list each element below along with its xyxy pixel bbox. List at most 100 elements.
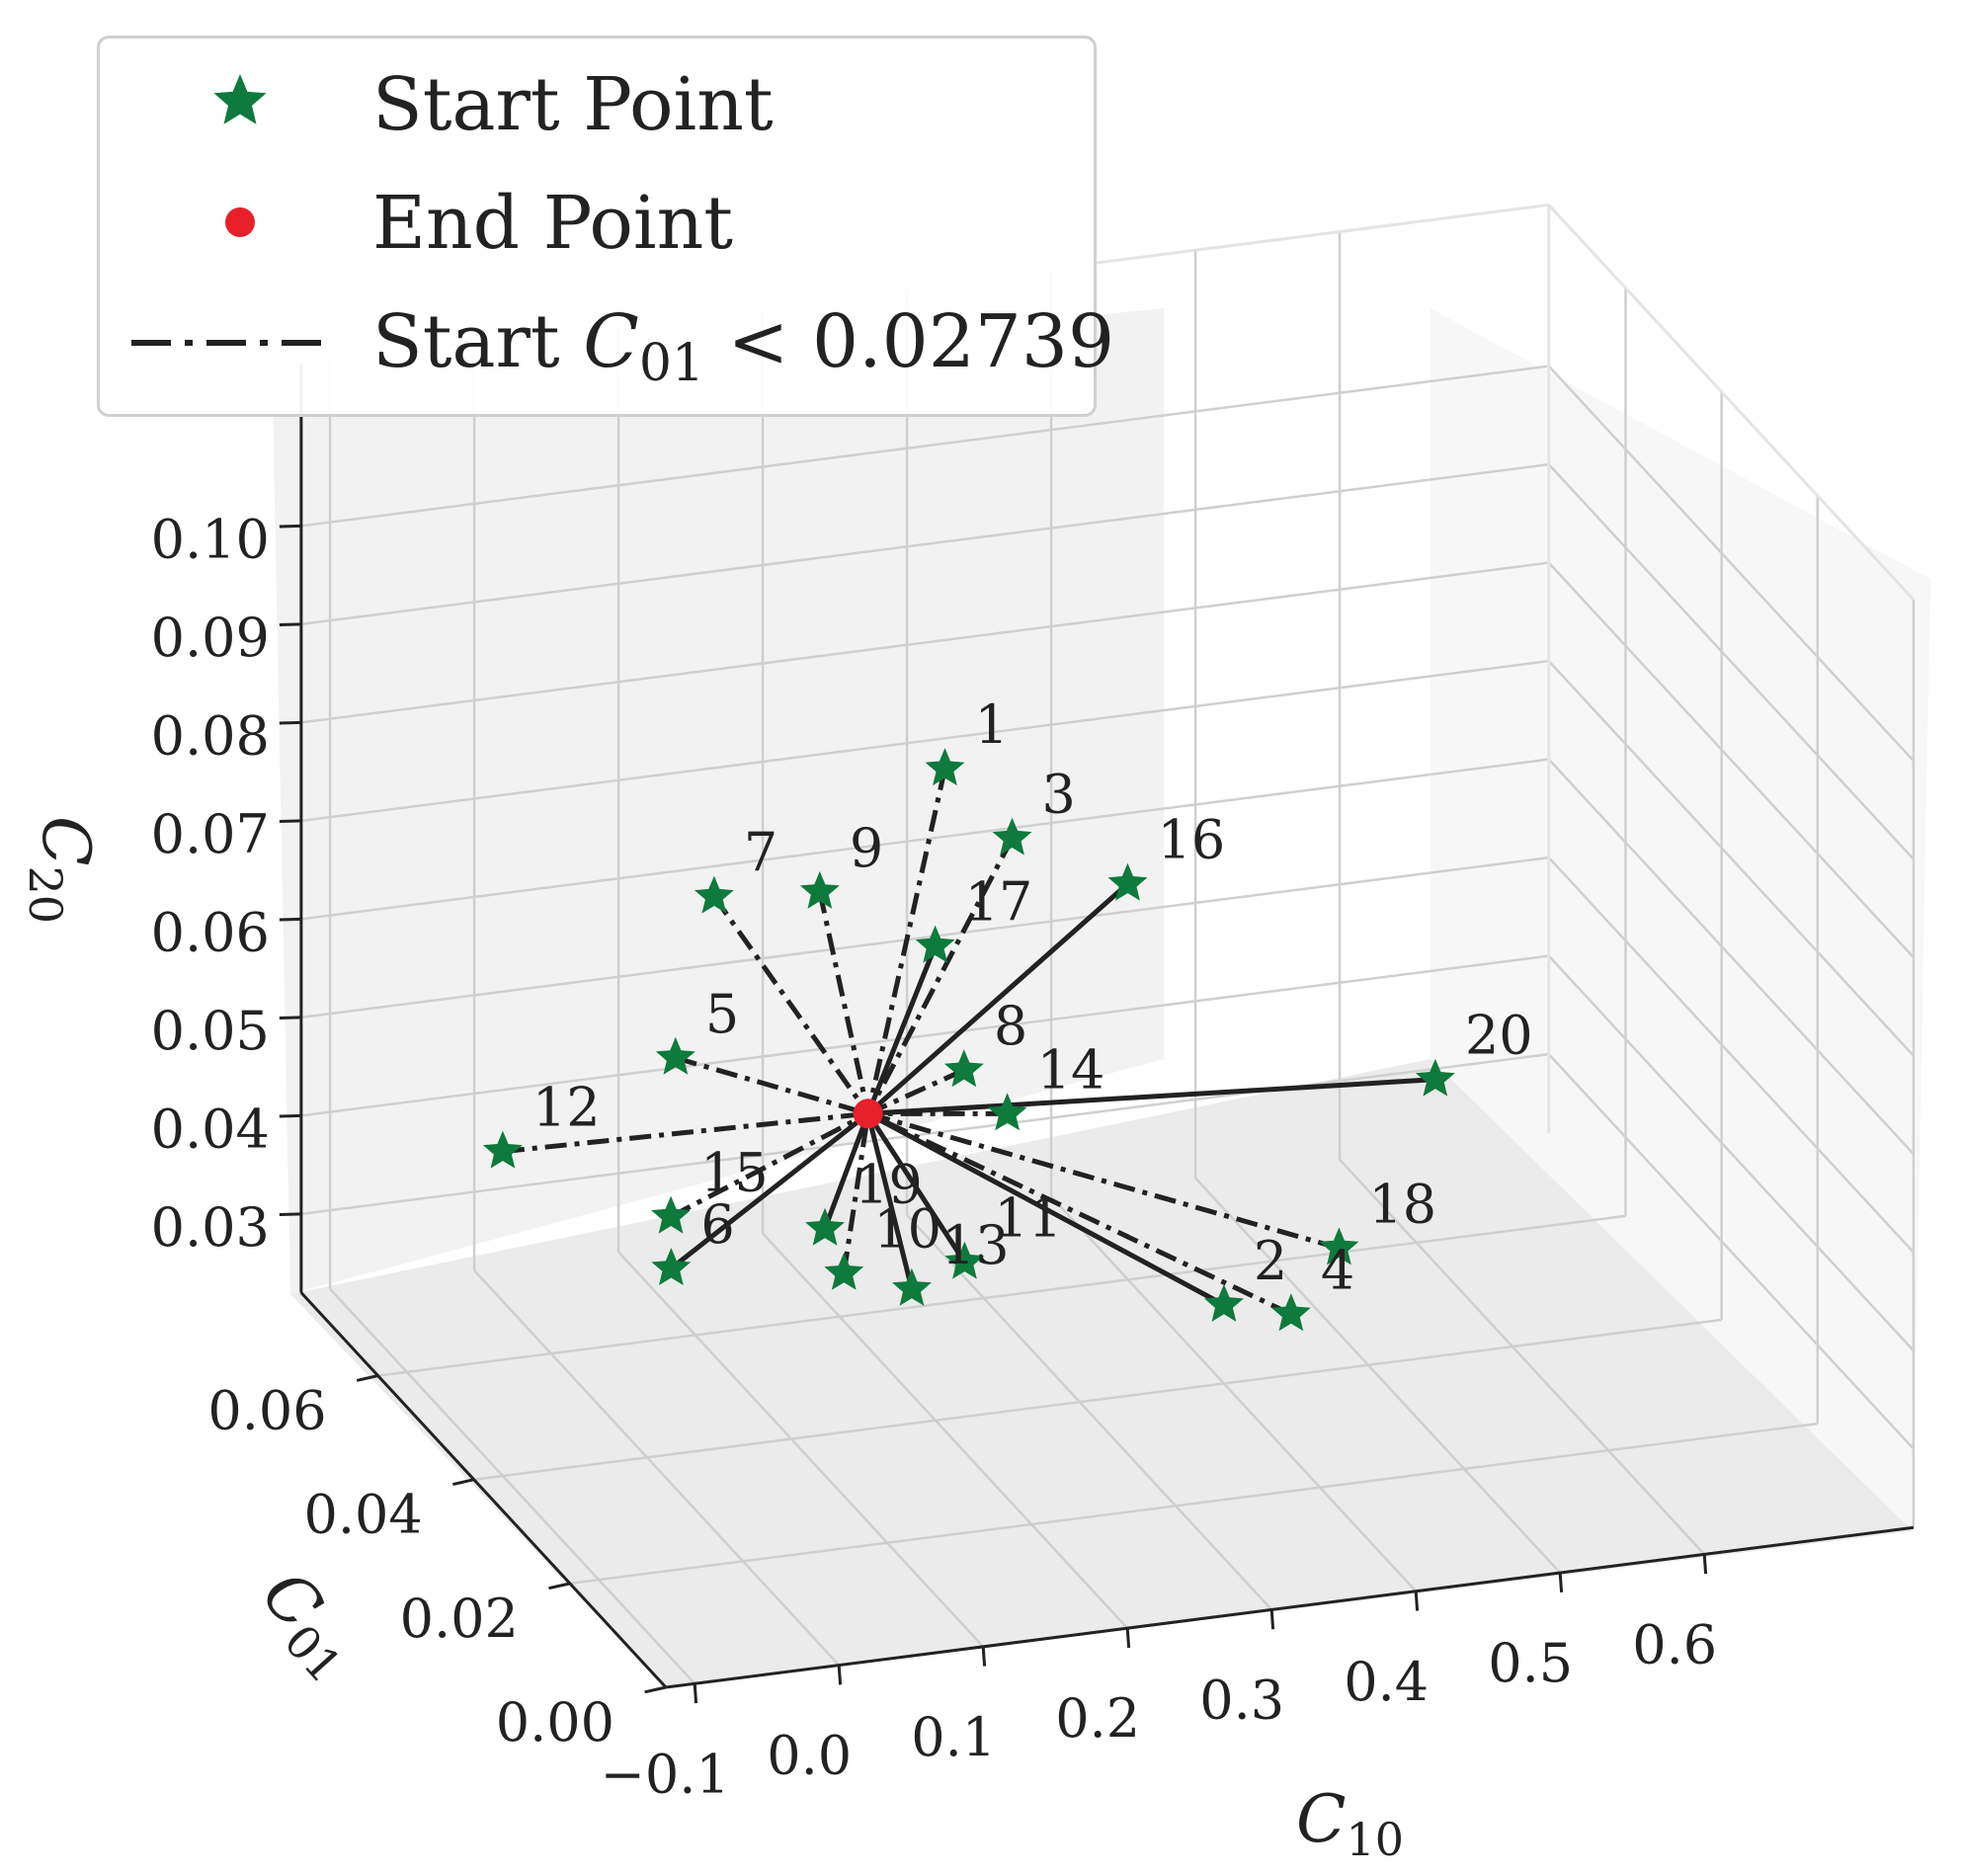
- start-point-18: [1319, 1227, 1359, 1265]
- z-tick-mark: [279, 622, 301, 627]
- z-tick-mark: [279, 1212, 301, 1217]
- legend: Start Point End Point Start C01 < 0.0273…: [97, 36, 1114, 417]
- x-tick-mark: [1702, 1554, 1708, 1575]
- y-tick-label: 0.00: [496, 1691, 614, 1754]
- right-wall: [1431, 308, 1930, 1531]
- circle-icon: [225, 207, 255, 237]
- y-axis-line: [299, 1291, 668, 1689]
- start-point-2: [1203, 1283, 1244, 1322]
- legend-entry-dashdot: Start C01 < 0.02739: [100, 282, 1114, 400]
- z-tick-mark: [279, 819, 301, 824]
- pane-walls: [273, 308, 1930, 1687]
- grid-line: [762, 1232, 1129, 1630]
- trajectory-1: [865, 768, 947, 1114]
- grid-line: [473, 1269, 841, 1667]
- start-point-label-9: 9: [850, 817, 883, 879]
- x-tick-label: 0.0: [767, 1725, 852, 1787]
- x-axis-label: C10: [1296, 1781, 1404, 1866]
- grid-line: [617, 1251, 985, 1648]
- trajectory-9: [817, 891, 871, 1114]
- trajectory-16: [866, 881, 1130, 1116]
- grid-line: [1050, 1195, 1418, 1592]
- trajectory-4: [866, 1111, 1292, 1317]
- start-point-label-3: 3: [1042, 764, 1076, 826]
- grid-line: [1547, 463, 1915, 860]
- star-icon: [213, 74, 267, 124]
- z-tick-mark: [279, 1016, 301, 1020]
- start-point-9: [799, 870, 840, 909]
- x-tick-label: 0.5: [1488, 1632, 1573, 1694]
- z-tick-label: 0.04: [151, 1098, 270, 1160]
- legend-label-end-point: End Point: [372, 181, 733, 266]
- start-point-label-1: 1: [974, 693, 1008, 756]
- start-point-20: [1415, 1058, 1455, 1097]
- y-tick-mark: [452, 1478, 475, 1487]
- start-point-label-19: 19: [855, 1154, 923, 1216]
- grid-line: [906, 1214, 1273, 1611]
- grid-line: [1547, 1053, 1915, 1450]
- start-point-3: [992, 817, 1032, 856]
- trajectory-5: [675, 1055, 869, 1116]
- x-axis-line: [665, 1525, 1915, 1689]
- start-point-label-2: 2: [1254, 1230, 1287, 1292]
- z-tick-label: 0.03: [151, 1196, 270, 1259]
- grid-line: [300, 659, 1549, 823]
- start-point-label-12: 12: [532, 1077, 601, 1139]
- z-tick-mark: [279, 524, 301, 529]
- grid-line: [300, 365, 1549, 528]
- trajectory-2: [866, 1111, 1226, 1308]
- dash-dot-line-icon: [131, 340, 331, 346]
- trajectory-12: [502, 1110, 868, 1155]
- start-point-14: [987, 1093, 1027, 1131]
- trajectory-7: [711, 895, 870, 1115]
- start-point-16: [1107, 862, 1148, 901]
- grid-line: [1194, 1177, 1562, 1574]
- y-tick-label: 0.06: [207, 1380, 326, 1442]
- trajectory-19: [822, 1112, 871, 1230]
- start-point-label-10: 10: [873, 1198, 941, 1261]
- grid-line: [1547, 954, 1915, 1351]
- floor: [290, 1059, 1913, 1687]
- z-tick-label: 0.09: [151, 607, 270, 669]
- start-point-label-16: 16: [1157, 809, 1225, 871]
- start-point-13: [892, 1267, 932, 1306]
- legend-entry-end-point: End Point: [100, 163, 1094, 282]
- z-tick-mark: [279, 917, 301, 922]
- grid-line: [1547, 365, 1915, 762]
- legend-entry-start-point: Start Point: [100, 44, 1094, 163]
- start-point-label-14: 14: [1037, 1038, 1105, 1101]
- start-point-label-5: 5: [705, 983, 739, 1045]
- grid-line: [300, 561, 1549, 724]
- start-point-label-20: 20: [1465, 1005, 1533, 1067]
- z-tick-label: 0.08: [151, 704, 270, 767]
- x-tick-mark: [1558, 1572, 1564, 1592]
- grid-line: [1547, 758, 1915, 1155]
- trajectory-17: [865, 944, 938, 1115]
- grid-line: [1339, 1158, 1706, 1556]
- x-tick-mark: [981, 1646, 987, 1667]
- start-point-6: [651, 1248, 692, 1285]
- start-point-8: [943, 1049, 984, 1088]
- x-tick-label: 0.4: [1344, 1651, 1429, 1713]
- trajectory-3: [865, 837, 1015, 1115]
- x-tick-mark: [1125, 1628, 1131, 1649]
- grid-line: [300, 1052, 1549, 1216]
- z-tick-label: 0.05: [151, 1000, 270, 1062]
- grid-line: [300, 462, 1549, 626]
- z-tick-mark: [279, 1113, 301, 1118]
- start-point-label-8: 8: [994, 995, 1027, 1057]
- grid-line: [300, 758, 1549, 921]
- grid-line: [329, 1287, 696, 1685]
- start-point-label-6: 6: [700, 1193, 734, 1256]
- start-point-1: [925, 748, 965, 786]
- x-tick-label: −0.1: [601, 1743, 730, 1805]
- start-point-17: [915, 925, 955, 963]
- x-tick-label: 0.6: [1632, 1613, 1717, 1675]
- start-point-label-4: 4: [1321, 1239, 1354, 1301]
- x-tick-label: 0.1: [911, 1706, 996, 1768]
- trajectory-10: [841, 1112, 871, 1274]
- start-point-label-7: 7: [744, 822, 777, 884]
- z-tick-label: 0.10: [151, 508, 270, 570]
